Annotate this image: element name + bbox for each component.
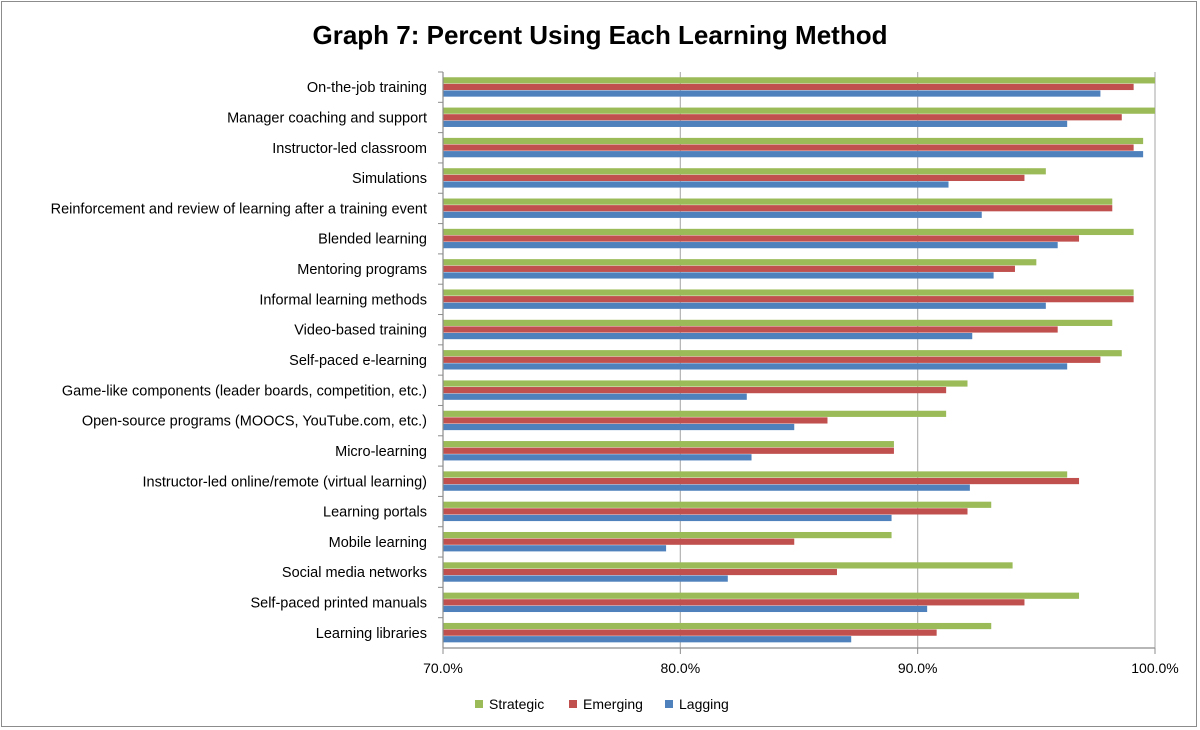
category-label: Self-paced printed manuals <box>250 596 427 612</box>
legend-swatch-lagging <box>665 700 673 708</box>
legend-label-lagging: Lagging <box>679 696 729 712</box>
bars <box>443 77 1155 643</box>
bar-lagging <box>443 151 1144 158</box>
category-label: Mentoring programs <box>297 262 427 278</box>
bar-strategic <box>443 350 1122 357</box>
category-label: Mobile learning <box>329 535 427 551</box>
bar-lagging <box>443 363 1068 370</box>
bar-emerging <box>443 538 795 545</box>
bar-lagging <box>443 302 1046 309</box>
bar-lagging <box>443 514 892 522</box>
bar-emerging <box>443 447 894 454</box>
bar-emerging <box>443 387 947 394</box>
legend-label-strategic: Strategic <box>489 696 544 712</box>
category-label: Video-based training <box>294 323 427 339</box>
bar-strategic <box>443 319 1113 326</box>
category-label: Learning portals <box>323 505 427 521</box>
category-label: Informal learning methods <box>259 292 427 308</box>
category-label: Micro-learning <box>335 444 427 460</box>
bar-lagging <box>443 272 994 279</box>
bar-lagging <box>443 605 928 613</box>
bar-strategic <box>443 137 1144 145</box>
bar-strategic <box>443 441 894 448</box>
category-label: Instructor-led classroom <box>272 141 427 157</box>
bar-strategic <box>443 531 892 539</box>
category-label: Self-paced e-learning <box>289 353 427 369</box>
bar-strategic <box>443 380 968 387</box>
bar-strategic <box>443 198 1113 205</box>
category-label: Manager coaching and support <box>227 110 427 126</box>
bar-strategic <box>443 289 1134 296</box>
bar-emerging <box>443 205 1113 212</box>
legend-label-emerging: Emerging <box>583 696 643 712</box>
bar-emerging <box>443 568 837 576</box>
bar-strategic <box>443 228 1134 236</box>
bar-strategic <box>443 410 947 417</box>
chart-title: Graph 7: Percent Using Each Learning Met… <box>313 20 888 50</box>
bar-emerging <box>443 508 968 515</box>
x-tick-label: 100.0% <box>1131 660 1178 676</box>
category-labels: On-the-job training Manager coaching and … <box>51 71 443 642</box>
bar-lagging <box>443 545 667 552</box>
bar-strategic <box>443 501 992 508</box>
bar-lagging <box>443 636 852 643</box>
bar-strategic <box>443 622 992 630</box>
bar-emerging <box>443 235 1080 242</box>
bar-emerging <box>443 599 1025 606</box>
bar-emerging <box>443 265 1015 272</box>
category-label: Game-like components (leader boards, com… <box>62 383 427 399</box>
bar-lagging <box>443 90 1101 97</box>
bar-lagging <box>443 575 728 582</box>
x-tick-label: 90.0% <box>898 660 938 676</box>
bar-emerging <box>443 417 828 424</box>
category-label: Blended learning <box>318 232 427 248</box>
category-label: Reinforcement and review of learning aft… <box>51 201 427 217</box>
category-label: Learning libraries <box>316 626 427 642</box>
bar-lagging <box>443 393 747 400</box>
bar-lagging <box>443 211 982 218</box>
bar-strategic <box>443 562 1013 569</box>
x-axis: 70.0% 80.0% 90.0% 100.0% <box>423 72 1179 676</box>
bar-emerging <box>443 296 1134 303</box>
bar-emerging <box>443 356 1101 363</box>
bar-strategic <box>443 77 1155 84</box>
bar-emerging <box>443 629 937 636</box>
bar-strategic <box>443 471 1068 478</box>
bar-emerging <box>443 174 1025 182</box>
bar-lagging <box>443 120 1068 127</box>
bar-strategic <box>443 168 1046 175</box>
category-label: Social media networks <box>282 565 427 581</box>
bar-lagging <box>443 242 1058 249</box>
legend: Strategic Emerging Lagging <box>475 696 729 712</box>
bar-emerging <box>443 477 1080 485</box>
bar-emerging <box>443 83 1134 91</box>
bar-lagging <box>443 454 752 461</box>
bar-emerging <box>443 326 1058 333</box>
legend-swatch-strategic <box>475 700 483 708</box>
bar-strategic <box>443 592 1080 599</box>
x-tick-label: 80.0% <box>660 660 700 676</box>
bar-emerging <box>443 144 1134 151</box>
category-label: Open-source programs (MOOCS, YouTube.com… <box>82 414 427 430</box>
legend-swatch-emerging <box>569 700 577 708</box>
bar-emerging <box>443 114 1122 121</box>
x-tick-label: 70.0% <box>423 660 463 676</box>
bar-lagging <box>443 181 949 188</box>
bar-strategic <box>443 259 1037 266</box>
category-label: Instructor-led online/remote (virtual le… <box>143 474 428 490</box>
category-label: On-the-job training <box>307 80 427 96</box>
bar-lagging <box>443 484 970 491</box>
bar-lagging <box>443 423 795 431</box>
bar-lagging <box>443 332 973 340</box>
category-label: Simulations <box>352 171 427 187</box>
bar-strategic <box>443 107 1155 114</box>
